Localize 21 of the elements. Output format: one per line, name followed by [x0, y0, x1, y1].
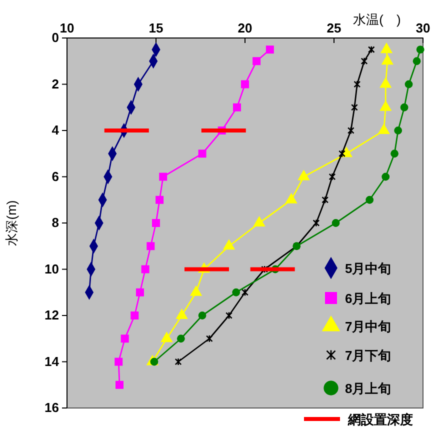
- legend-label: 7月中旬: [345, 319, 392, 334]
- y-tick-label: 6: [52, 168, 59, 184]
- y-axis-title: 水深(m): [4, 200, 19, 246]
- y-tick-label: 2: [52, 76, 59, 92]
- x-tick-label: 15: [148, 20, 164, 36]
- legend-label: 5月中旬: [345, 261, 392, 276]
- y-tick-label: 4: [52, 122, 60, 138]
- legend-label: 6月上旬: [345, 291, 392, 306]
- y-tick-label: 8: [52, 215, 59, 230]
- x-axis-title: 水温( ): [353, 12, 401, 27]
- y-tick-label: 16: [44, 400, 59, 416]
- legend-label: 網設置深度: [347, 412, 413, 427]
- x-tick-label: 25: [326, 20, 342, 36]
- x-tick-label: 30: [416, 20, 430, 36]
- y-tick-label: 12: [44, 308, 59, 323]
- x-tick-label: 20: [238, 20, 252, 36]
- y-tick-label: 0: [52, 30, 59, 46]
- y-tick-label: 14: [44, 354, 60, 369]
- legend-label: 7月下旬: [345, 348, 392, 363]
- y-tick-label: 10: [44, 261, 59, 276]
- legend-label: 8月上旬: [345, 381, 392, 396]
